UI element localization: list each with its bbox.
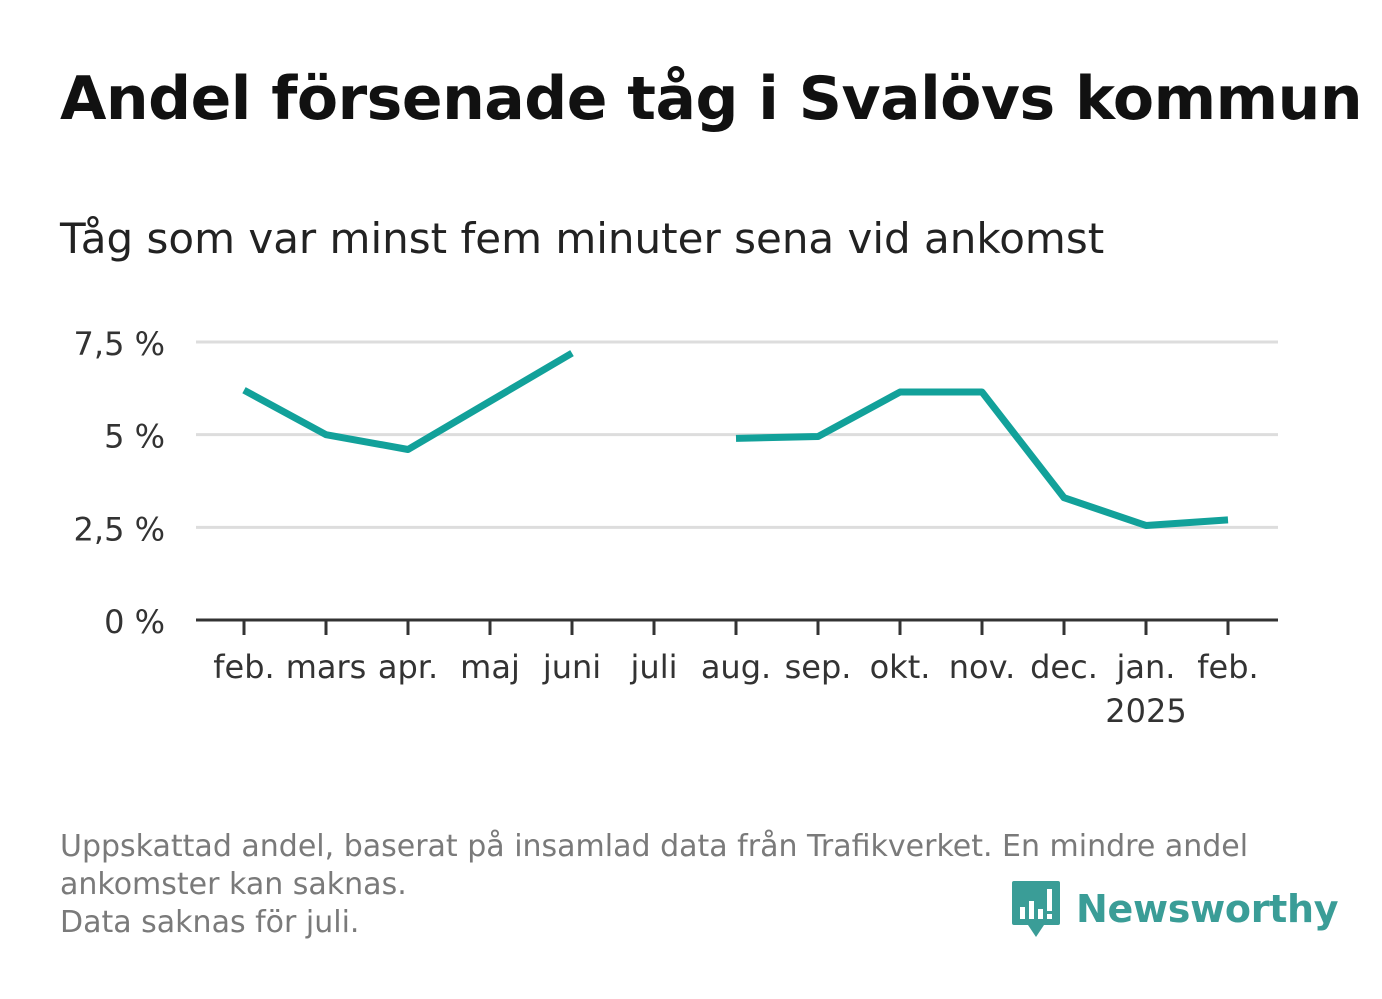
- y-tick-label: 7,5 %: [74, 325, 165, 363]
- x-tick-label: feb.: [1197, 648, 1258, 686]
- chart-subtitle: Tåg som var minst fem minuter sena vid a…: [60, 214, 1105, 263]
- x-tick-label: sep.: [785, 648, 852, 686]
- brand-name: Newsworthy: [1076, 887, 1339, 931]
- footnote-line-3: Data saknas för juli.: [60, 905, 360, 940]
- brand-logo: Newsworthy: [1010, 878, 1339, 940]
- gridlines: [196, 340, 1278, 529]
- x-axis-labels: feb. mars apr. maj juni juli aug. sep. okt. nov. d…: [213, 648, 1258, 730]
- x-axis: [196, 618, 1278, 635]
- x-tick-label: jan.: [1116, 648, 1176, 686]
- series-line-segment: [242, 350, 574, 453]
- x-tick-label: maj: [460, 648, 520, 686]
- y-tick-label: 2,5 %: [74, 510, 165, 548]
- x-tick-label: okt.: [870, 648, 931, 686]
- series-lines: [242, 350, 1229, 529]
- x-tick-label: feb.: [213, 648, 274, 686]
- footnote: Uppskattad andel, baserat på insamlad da…: [60, 828, 1320, 942]
- footnote-line-2: ankomster kan saknas.: [60, 867, 407, 902]
- x-tick-label: apr.: [378, 648, 438, 686]
- x-tick-label: mars: [286, 648, 367, 686]
- chart-title: Andel försenade tåg i Svalövs kommun: [60, 64, 1363, 134]
- bar-chart-speech-bubble-icon: [1012, 881, 1060, 937]
- x-tick-label: juni: [542, 648, 601, 686]
- x-tick-label: aug.: [701, 648, 771, 686]
- y-tick-label: 5 %: [104, 418, 165, 456]
- x-tick-sublabel: 2025: [1105, 692, 1186, 730]
- x-tick-label: nov.: [949, 648, 1015, 686]
- line-chart: 0 % 2,5 % 5 % 7,5 % feb. mars apr. maj juni juli…: [74, 325, 1278, 730]
- y-tick-label: 0 %: [104, 603, 165, 641]
- footnote-line-1: Uppskattad andel, baserat på insamlad da…: [60, 829, 1249, 864]
- x-tick-label: dec.: [1030, 648, 1098, 686]
- series-line-segment: [735, 388, 1229, 529]
- x-tick-label: juli: [630, 648, 678, 686]
- y-axis-labels: 0 % 2,5 % 5 % 7,5 %: [74, 325, 165, 641]
